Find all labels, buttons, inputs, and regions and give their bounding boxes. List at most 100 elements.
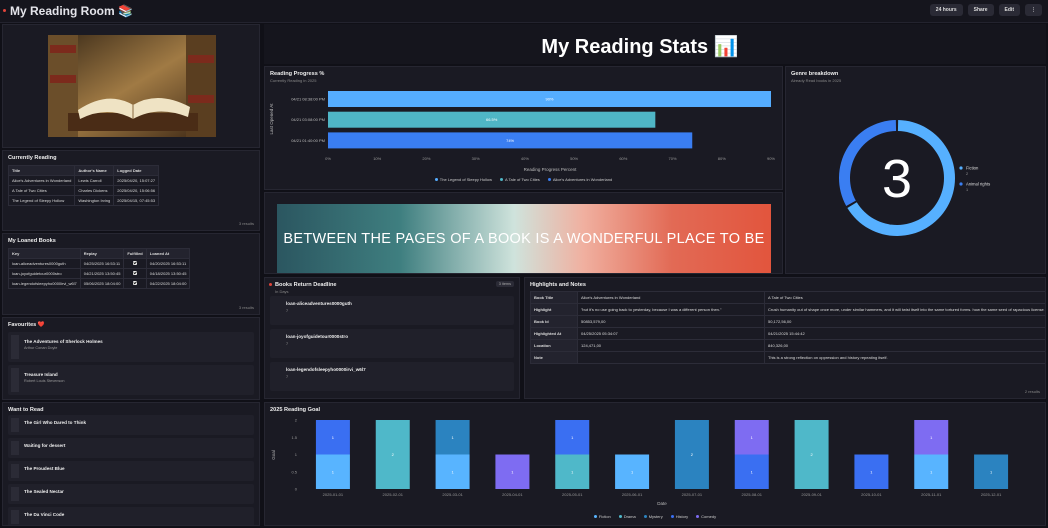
- want-item: Waiting for dessert: [8, 438, 254, 458]
- table-row: Location 124,471,00 840,326,00: [530, 339, 1045, 352]
- column-header: Loaned At: [145, 248, 191, 259]
- x-axis-title: Date: [657, 501, 667, 506]
- data-label: 1: [571, 469, 574, 474]
- panel-title: Currently Reading: [8, 155, 57, 161]
- y-tick-label: 0.5: [291, 469, 297, 474]
- checkbox-checked: [133, 281, 138, 285]
- book-author: Robert Louis Stevenson: [24, 379, 65, 383]
- legend: Fiction Drama Mystery History Comedy: [265, 514, 1045, 519]
- bar-segment: [854, 454, 889, 489]
- goal-panel: 2025 Reading Goal 0 0.5 1 1.5 2 2025-01-01 1 1 2…: [264, 402, 1046, 526]
- table-cell: 04/25/2025 16:53:11: [79, 258, 125, 269]
- table-row: The Legend of Sleepy Hollow Washington Ir…: [7, 195, 160, 206]
- data-label: 1: [511, 469, 514, 474]
- toolbar-button[interactable]: Share: [967, 4, 994, 16]
- quote-text: BETWEEN THE PAGES OF A BOOK IS A WONDERF…: [283, 231, 765, 247]
- bar-segment: [375, 420, 410, 489]
- legend-label: Comedy: [701, 514, 717, 519]
- x-tick-label: 2025-01-01: [323, 492, 344, 497]
- y-axis-title: Last Opened At: [269, 103, 274, 135]
- want-to-read-panel: Want to Read The Girl Who Dared to Think…: [2, 402, 260, 526]
- dashboard-title: My Reading Stats 📊: [541, 36, 739, 58]
- data-label: 1: [751, 435, 754, 440]
- header-row: Key Replay Fulfilled Loaned At: [8, 248, 191, 259]
- data-label: 1: [451, 469, 454, 474]
- y-tick-label: 1.5: [291, 435, 297, 440]
- bar-segment: [495, 454, 530, 489]
- x-tick-label: 2025-08-01: [742, 492, 763, 497]
- favourites-panel: Favourites ❤️ The Adventures of Sherlock…: [2, 317, 260, 400]
- column-header: Key: [8, 248, 81, 259]
- legend-item: Fiction: [593, 514, 611, 519]
- toolbar-button[interactable]: 24 hours: [929, 4, 963, 16]
- toolbar-button[interactable]: Edit: [998, 4, 1020, 16]
- x-axis-title: Reading Progress Percent: [524, 167, 578, 172]
- legend-swatch: [670, 515, 674, 518]
- bar: [328, 111, 656, 128]
- quote-panel: BETWEEN THE PAGES OF A BOOK IS A WONDERF…: [264, 192, 783, 274]
- data-label: 1: [332, 469, 335, 474]
- x-tick-label: 0%: [325, 156, 331, 161]
- legend-label: Mystery: [648, 514, 663, 519]
- table-cell: 2025/04/15, 07:45:53: [113, 195, 160, 206]
- data-label: 2: [392, 452, 395, 457]
- data-label: 2: [810, 452, 813, 457]
- bar-segment: [315, 420, 350, 455]
- row-label: Highlight: [530, 303, 578, 316]
- donut-segment: [838, 120, 897, 206]
- bar-segment: [974, 454, 1009, 489]
- data-label: 1: [571, 435, 574, 440]
- bar-segment: [315, 454, 350, 489]
- data-table: Title Author's Name Logged Date Alice's Adv…: [7, 165, 160, 206]
- x-tick-label: 2025-12-01: [981, 492, 1002, 497]
- table-row: A Tale of Two Cities Charles Dickens 2025/…: [7, 185, 160, 196]
- bar-segment: [914, 420, 949, 455]
- table-cell: 04/20/2025 16:53:11: [145, 258, 191, 269]
- x-tick-label: 20%: [422, 156, 430, 161]
- days-left: 7: [286, 375, 289, 379]
- x-tick-label: 2025-02-01: [383, 492, 404, 497]
- x-tick-label: 60%: [619, 156, 627, 161]
- table-cell: Charles Dickens: [74, 185, 115, 196]
- book-thumbnail: [11, 441, 19, 455]
- book-title: Waiting for dessert: [24, 443, 66, 448]
- data-label: 1: [990, 469, 993, 474]
- y-tick-label: 04/21 03:08:00 PM: [291, 117, 325, 122]
- panel-subtitle: Currently Reading in 2025: [270, 78, 317, 83]
- table-cell: A Tale of Two Cities: [7, 185, 76, 196]
- legend-item: Mystery: [643, 514, 663, 519]
- loan-key: loan-aliceadventures0000guth: [286, 301, 352, 306]
- table-cell: [123, 258, 147, 269]
- table-cell: 04/21/2025 15:44:42: [764, 327, 1045, 340]
- bar-segment: [794, 420, 829, 489]
- legend-value: 2: [966, 172, 968, 176]
- panel-title: Reading Progress %: [270, 71, 325, 77]
- table-cell: 840,326,00: [764, 339, 1045, 352]
- data-label: 2: [691, 452, 694, 457]
- column-header: Replay: [79, 248, 125, 259]
- table-row: loan-legendofsleepyho0000irvi_w6l7 05/06/…: [8, 278, 191, 289]
- legend-item: A Tale of Two Cities: [500, 177, 540, 182]
- x-tick-label: 10%: [373, 156, 381, 161]
- legend-item: History: [670, 514, 688, 519]
- table-row: Book Title Alice's Adventures in Wonderla…: [530, 291, 1045, 304]
- table-cell: loan-joyofguidetour0000stro: [8, 268, 81, 279]
- bar-segment: [914, 454, 949, 489]
- x-tick-label: 2025-06-01: [622, 492, 643, 497]
- progress-panel: Reading Progress % Currently Reading in …: [264, 66, 783, 190]
- book-thumbnail: [11, 335, 19, 359]
- want-item: The Girl Who Dared to Think: [8, 415, 254, 435]
- alert-dot: [269, 283, 272, 286]
- bar-segment: [615, 454, 650, 489]
- row-label: Book Id: [530, 315, 578, 328]
- favourite-item: The Adventures of Sherlock Holmes Arthur …: [8, 332, 254, 362]
- table-cell: 04/25/2025 05:34:07: [577, 327, 765, 340]
- legend-swatch: [434, 178, 438, 181]
- status-dot: [3, 9, 6, 12]
- book-thumbnail: [11, 464, 19, 478]
- legend-swatch: [500, 178, 504, 181]
- table-cell: Lewis Carroll: [74, 175, 115, 186]
- x-tick-label: 2025-04-01: [502, 492, 523, 497]
- toolbar-button[interactable]: ⋮: [1025, 4, 1042, 16]
